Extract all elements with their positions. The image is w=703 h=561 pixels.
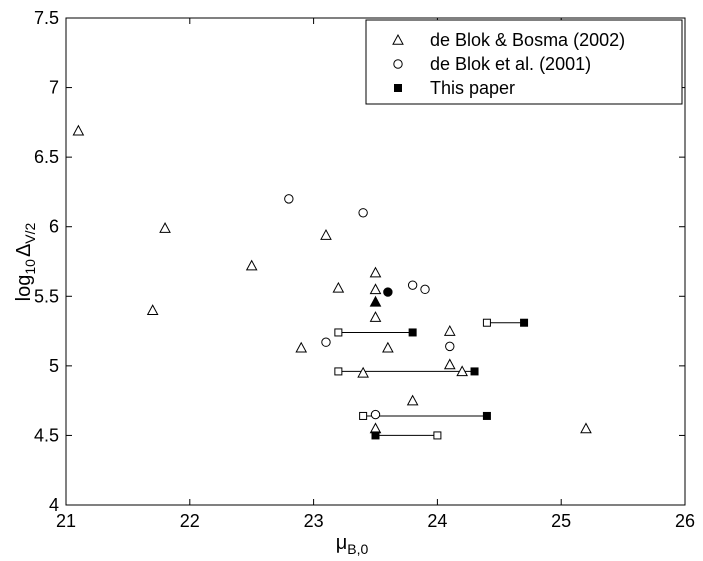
de-blok-bosma-2002-point — [72, 124, 85, 136]
this-paper-open-square — [482, 318, 491, 327]
x-tick-label: 21 — [56, 511, 76, 531]
y-tick-label: 6 — [49, 217, 59, 237]
legend-box — [365, 19, 683, 105]
de-blok-bosma-2002-point — [456, 365, 468, 377]
de-blok-2001-point — [321, 337, 331, 347]
this-paper-open-square — [359, 411, 368, 420]
de-blok-2001-point — [358, 208, 368, 218]
legend-label: de Blok & Bosma (2002) — [430, 30, 625, 50]
de-blok-bosma-2002-point — [320, 229, 332, 240]
legend-marker — [394, 84, 402, 92]
y-label-base: log — [13, 275, 35, 302]
x-axis-label: μB,0 — [336, 532, 369, 557]
y-label-base-sub: 10 — [22, 259, 38, 275]
de-blok-bosma-2002-point — [369, 283, 382, 295]
x-tick-label: 25 — [551, 511, 571, 531]
de-blok-bosma-2002-point — [332, 281, 345, 293]
highlighted-triangle-point — [369, 295, 382, 307]
de-blok-bosma-2002-point — [146, 304, 159, 315]
de-blok-bosma-2002-point — [443, 358, 456, 370]
legend-label: This paper — [430, 78, 515, 98]
x-tick-label: 26 — [675, 511, 695, 531]
this-paper-point — [408, 328, 417, 337]
legend-marker — [392, 33, 404, 45]
this-paper-point — [520, 318, 529, 327]
x-label-sub: B,0 — [347, 541, 368, 557]
this-paper-open-square — [433, 431, 442, 440]
de-blok-bosma-2002-point — [443, 325, 456, 336]
y-tick-label: 5 — [49, 356, 59, 376]
x-label-base: μ — [336, 532, 348, 554]
y-tick-label: 5.5 — [34, 286, 59, 306]
de-blok-bosma-2002-point — [369, 311, 382, 322]
legend-label: de Blok et al. (2001) — [430, 54, 591, 74]
de-blok-bosma-2002-point — [357, 366, 369, 378]
this-paper-point — [470, 367, 479, 376]
de-blok-bosma-2002-point — [382, 341, 394, 353]
de-blok-2001-point — [284, 194, 294, 204]
highlighted-circle-point — [383, 287, 393, 297]
y-tick-labels: 4 4.5 5 5.5 6 6.5 7 7.5 — [34, 8, 59, 515]
de-blok-2001-point — [420, 284, 430, 295]
x-tick-label: 24 — [427, 511, 447, 531]
de-blok-bosma-2002-point — [245, 259, 258, 271]
this-paper-point — [482, 411, 491, 420]
this-paper-point — [371, 431, 380, 440]
y-tick-label: 6.5 — [34, 147, 59, 167]
de-blok-bosma-2002-point — [159, 222, 171, 233]
y-tick-label: 7 — [49, 78, 59, 98]
x-tick-label: 22 — [180, 511, 200, 531]
y-axis-label: log10 ΔV/2 — [13, 222, 38, 301]
de-blok-bosma-2002-point — [406, 394, 419, 406]
x-tick-labels: 21 22 23 24 25 26 — [56, 511, 695, 531]
y-tick-label: 4 — [49, 495, 59, 515]
data-markers — [72, 124, 592, 440]
de-blok-2001-point — [445, 341, 455, 352]
x-tick-label: 23 — [304, 511, 324, 531]
de-blok-2001-point — [370, 409, 381, 420]
y-label-sym-sub: V/2 — [22, 222, 38, 243]
de-blok-2001-point — [407, 280, 418, 290]
legend-marker — [393, 59, 403, 69]
this-paper-open-square — [334, 367, 343, 376]
y-tick-label: 7.5 — [34, 8, 59, 28]
de-blok-bosma-2002-point — [369, 266, 382, 278]
legend: de Blok & Bosma (2002) de Blok et al. (20… — [365, 19, 683, 105]
y-tick-label: 4.5 — [34, 425, 59, 445]
y-label-sym: Δ — [13, 244, 35, 257]
de-blok-bosma-2002-point — [295, 341, 308, 353]
de-blok-bosma-2002-point — [580, 422, 592, 434]
this-paper-open-square — [334, 328, 343, 337]
